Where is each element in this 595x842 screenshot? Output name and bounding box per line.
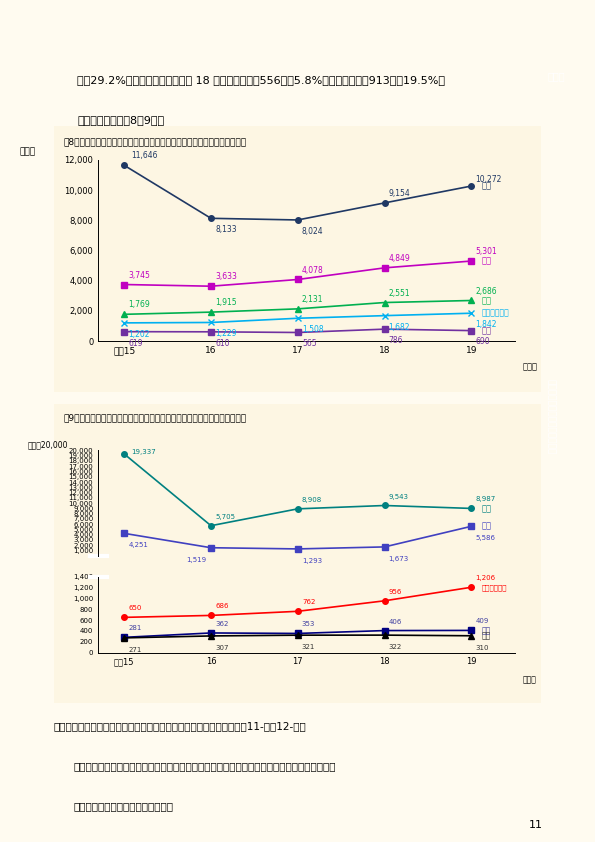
Text: （年）: （年） [523, 363, 538, 371]
Text: （人）: （人） [19, 147, 35, 157]
Text: 9,154: 9,154 [389, 189, 411, 198]
Text: 中国（台湾）: 中国（台湾） [482, 584, 507, 590]
Text: 353: 353 [302, 621, 315, 627]
Text: 1,508: 1,508 [302, 325, 324, 334]
Text: 5,705: 5,705 [215, 514, 235, 520]
Text: 406: 406 [389, 619, 402, 625]
Text: 1,673: 1,673 [389, 556, 409, 562]
Text: 3,745: 3,745 [129, 270, 151, 280]
Text: 身分又は地位に基づいて入国する外国人の在留資格には，「日本人の配偶者等」，「永住者の: 身分又は地位に基づいて入国する外国人の在留資格には，「日本人の配偶者等」，「永住… [73, 761, 336, 771]
Text: 690: 690 [475, 338, 490, 347]
Text: 1,206: 1,206 [475, 575, 496, 581]
Text: 8,024: 8,024 [302, 226, 324, 236]
Text: 8,133: 8,133 [215, 225, 237, 234]
Text: 619: 619 [129, 338, 143, 348]
Text: 321: 321 [302, 644, 315, 650]
Text: 1,229: 1,229 [215, 329, 237, 338]
Text: 310: 310 [475, 645, 489, 651]
Text: 8,908: 8,908 [302, 497, 322, 503]
Text: 5,586: 5,586 [475, 536, 496, 541]
Text: 韓国: 韓国 [482, 522, 491, 530]
Text: 2,551: 2,551 [389, 289, 411, 297]
Text: 中国（台湾）: 中国（台湾） [482, 309, 509, 317]
Text: 4,078: 4,078 [302, 265, 324, 274]
Text: 565: 565 [302, 339, 317, 349]
Text: 686: 686 [215, 604, 228, 610]
Text: 322: 322 [389, 644, 402, 650]
Text: 11: 11 [528, 820, 543, 830]
Text: 中国: 中国 [482, 504, 491, 513]
Text: 281: 281 [129, 626, 142, 632]
Text: 第１章　外国人の入国・在留等: 第１章 外国人の入国・在留等 [546, 379, 555, 455]
Text: 786: 786 [389, 336, 403, 345]
Text: 1,519: 1,519 [186, 557, 206, 562]
Text: 第１部: 第１部 [547, 71, 565, 81]
Text: 図9　「就学」の在留資格による主な国籍（出身地）別新規入国者数の推移: 図9 「就学」の在留資格による主な国籍（出身地）別新規入国者数の推移 [63, 413, 246, 422]
Text: 4,849: 4,849 [389, 254, 411, 263]
Text: 米国: 米国 [482, 296, 491, 305]
Text: 650: 650 [129, 605, 142, 611]
Text: 1,293: 1,293 [302, 557, 322, 564]
Text: 1,915: 1,915 [215, 298, 237, 307]
Text: 10,272: 10,272 [475, 175, 502, 184]
Text: 762: 762 [302, 600, 315, 605]
Text: 3,633: 3,633 [215, 272, 237, 281]
Text: 米国: 米国 [482, 632, 491, 640]
Text: 11,646: 11,646 [131, 152, 158, 160]
Text: 362: 362 [215, 621, 228, 627]
Text: 人（29.2%）で続いている。平成 18 年と比べ中国は556人（5.8%）減少，韓国は913人（19.5%）: 人（29.2%）で続いている。平成 18 年と比べ中国は556人（5.8%）減少… [77, 75, 445, 85]
Text: （人）20,000: （人）20,000 [27, 440, 68, 450]
Text: 307: 307 [215, 645, 228, 651]
Text: 中国: 中国 [482, 182, 491, 190]
Text: 8,987: 8,987 [475, 497, 496, 503]
Text: 1,202: 1,202 [129, 330, 150, 338]
Text: 韓国: 韓国 [482, 257, 491, 265]
Text: （年）: （年） [523, 675, 537, 685]
Text: 4,251: 4,251 [129, 542, 148, 548]
Text: 9,543: 9,543 [389, 493, 409, 499]
Text: タイ: タイ [482, 326, 491, 335]
Text: タイ: タイ [482, 626, 491, 635]
Text: 1,842: 1,842 [475, 320, 497, 329]
Text: 19,337: 19,337 [131, 449, 156, 455]
Text: 956: 956 [389, 589, 402, 594]
Text: 2,686: 2,686 [475, 286, 497, 296]
Text: 1,682: 1,682 [389, 322, 410, 332]
Text: 271: 271 [129, 647, 142, 653]
Text: 増加している（図8，9）。: 増加している（図8，9）。 [77, 115, 164, 125]
Text: （エ）身分又は地位に基づいて入国する外国人（資料編２統計（１）11-１，12-１）: （エ）身分又は地位に基づいて入国する外国人（資料編２統計（１）11-１，12-１… [54, 721, 306, 731]
Text: 610: 610 [215, 338, 230, 348]
Text: 1,769: 1,769 [129, 301, 150, 309]
Text: 5,301: 5,301 [475, 247, 497, 256]
Text: 2,131: 2,131 [302, 295, 324, 304]
Text: 配偶者等」及び「定住者」がある。: 配偶者等」及び「定住者」がある。 [73, 802, 173, 812]
Text: 図8　「留学」の在留資格による主な国籍（出身地）別新規入国者数の推移: 図8 「留学」の在留資格による主な国籍（出身地）別新規入国者数の推移 [63, 137, 246, 146]
Text: 409: 409 [475, 619, 489, 625]
